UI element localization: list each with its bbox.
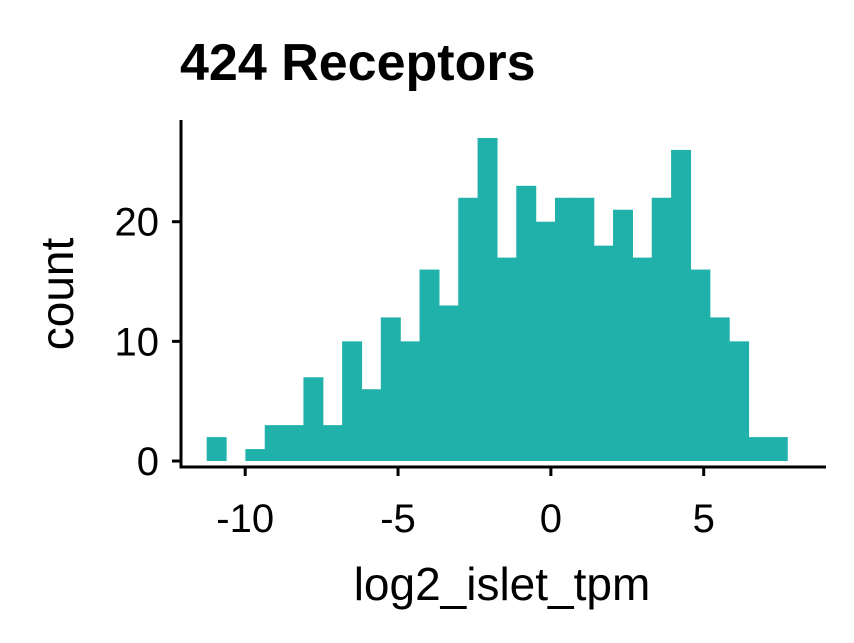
histogram-bar	[400, 341, 421, 462]
y-ticks-group: 0 10 20	[115, 201, 181, 484]
histogram-bar	[574, 197, 595, 462]
histogram-bar	[206, 437, 227, 462]
histogram-bar	[496, 257, 517, 462]
x-tick-label: 0	[540, 497, 562, 541]
histogram-bar	[284, 425, 305, 462]
histogram-bar	[729, 341, 750, 462]
x-ticks-group: -10 -5 0 5	[216, 467, 715, 541]
y-axis-label: count	[31, 238, 83, 351]
histogram-bar	[593, 245, 614, 462]
bars-group	[206, 137, 788, 462]
histogram-bar	[613, 209, 633, 462]
histogram-bar	[748, 437, 769, 462]
histogram-bar	[322, 425, 343, 462]
histogram-bar	[477, 137, 498, 462]
histogram-bar	[303, 377, 324, 462]
y-tick-label: 0	[137, 440, 159, 484]
histogram-bar	[458, 197, 479, 462]
x-axis-label: log2_islet_tpm	[354, 558, 651, 610]
histogram-bar	[245, 449, 266, 462]
x-tick-label: 5	[693, 497, 715, 541]
histogram-bar	[516, 185, 537, 462]
histogram-bar	[671, 149, 692, 462]
histogram-bar	[651, 197, 672, 462]
histogram-bar	[438, 305, 459, 462]
y-tick-label: 10	[115, 320, 160, 364]
histogram-bar	[767, 437, 788, 462]
histogram-bar	[264, 425, 285, 462]
histogram-bar	[632, 257, 653, 462]
y-tick-label: 20	[115, 201, 160, 245]
histogram-bar	[361, 389, 382, 462]
histogram-bar	[419, 269, 440, 462]
histogram-bar	[554, 197, 575, 462]
histogram-bar	[690, 269, 711, 462]
x-tick-label: -5	[380, 497, 416, 541]
histogram-bar	[380, 317, 401, 462]
histogram-bar	[535, 221, 556, 462]
chart-title: 424 Receptors	[180, 34, 536, 92]
x-tick-label: -10	[216, 497, 274, 541]
histogram-bar	[709, 317, 730, 462]
histogram-bar	[342, 341, 363, 462]
